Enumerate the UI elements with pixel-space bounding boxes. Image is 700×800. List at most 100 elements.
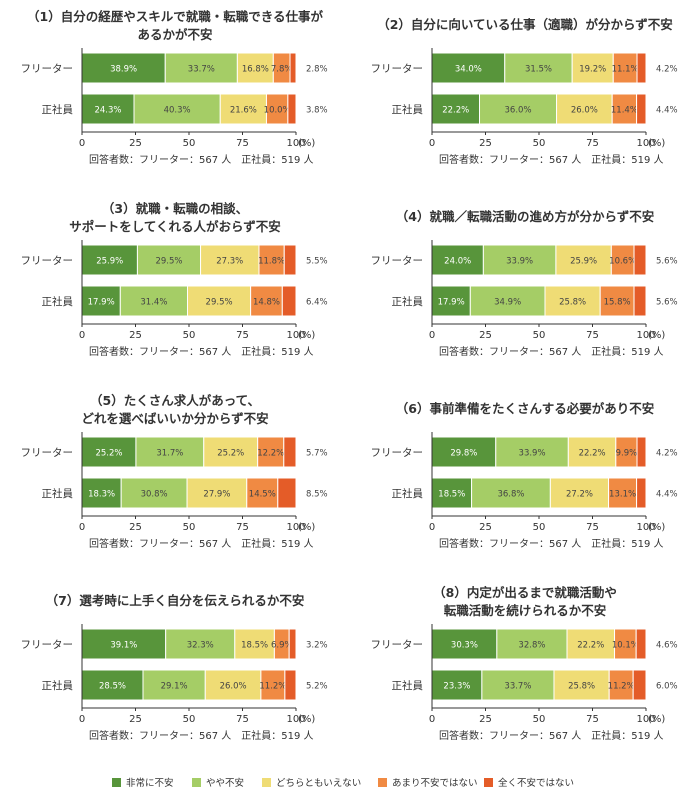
bar-segment <box>81 52 166 84</box>
x-axis-unit: (%) <box>298 522 315 533</box>
data-label: 5.5% <box>306 257 328 267</box>
legend-label: 非常に不安 <box>126 777 174 789</box>
chart-title-line: （1）自分の経歴やスキルで就職・転職できる仕事が <box>27 9 323 24</box>
data-label: 8.5% <box>306 490 328 500</box>
x-tick-label: 100 <box>286 330 305 341</box>
x-tick-label: 50 <box>533 522 546 533</box>
x-axis-unit: (%) <box>648 330 665 341</box>
data-label: 29.5% <box>206 298 233 308</box>
legend-label: どちらともいえない <box>276 778 361 789</box>
chart-title-line: （3）就職・転職の相談、 <box>102 201 248 216</box>
data-label: 26.0% <box>571 106 598 116</box>
x-tick-label: 50 <box>533 714 546 725</box>
legend-swatch <box>484 778 493 787</box>
x-tick-label: 75 <box>236 714 249 725</box>
x-tick-label: 25 <box>129 714 142 725</box>
bar-segment <box>186 477 248 509</box>
x-axis-unit: (%) <box>298 714 315 725</box>
bar-segment <box>556 93 613 125</box>
data-label: 38.9% <box>110 65 137 75</box>
data-label: 29.1% <box>161 682 188 692</box>
bar-segment <box>120 477 188 509</box>
chart-title-line: あるかが不安 <box>137 27 212 42</box>
data-label: 25.8% <box>568 682 595 692</box>
bar-segment <box>246 477 279 509</box>
chart-title-line: （4）就職／転職活動の進め方が分からず不安 <box>396 209 654 224</box>
chart-title-line: サポートをしてくれる人がおらず不安 <box>69 219 281 234</box>
bar-segment <box>496 628 568 660</box>
x-tick-label: 50 <box>183 714 196 725</box>
bar-segment <box>566 628 616 660</box>
bar-segment <box>636 52 647 84</box>
x-tick-label: 0 <box>429 330 435 341</box>
data-label: 34.9% <box>494 298 521 308</box>
category-label: 正社員 <box>42 679 74 692</box>
data-label: 5.6% <box>656 257 678 267</box>
data-label: 6.4% <box>306 298 328 308</box>
bar-segment <box>142 669 206 701</box>
data-label: 4.2% <box>656 449 678 459</box>
respondents-note: 回答者数：フリーター：567 人 正社員：519 人 <box>439 153 664 166</box>
bar-segment <box>544 285 601 317</box>
data-label: 2.8% <box>306 65 328 75</box>
category-label: フリーター <box>21 63 74 75</box>
bar-segment <box>495 436 569 468</box>
bar-segment <box>431 52 506 84</box>
data-label: 30.3% <box>451 641 478 651</box>
x-tick-label: 75 <box>586 714 599 725</box>
respondents-note: 回答者数：フリーター：567 人 正社員：519 人 <box>439 537 664 550</box>
x-tick-label: 25 <box>129 330 142 341</box>
category-label: 正社員 <box>42 295 74 308</box>
legend-swatch <box>192 778 201 787</box>
data-label: 27.2% <box>566 490 593 500</box>
data-label: 28.5% <box>99 682 126 692</box>
chart-title-line: 転職活動を続けられるか不安 <box>444 603 607 618</box>
respondents-note: 回答者数：フリーター：567 人 正社員：519 人 <box>89 345 314 358</box>
bar-segment <box>287 93 297 125</box>
data-label: 5.6% <box>656 298 678 308</box>
bar-segment <box>283 244 297 276</box>
data-label: 10.6% <box>609 257 636 267</box>
category-label: フリーター <box>371 255 424 267</box>
x-tick-label: 25 <box>129 522 142 533</box>
bar-segment <box>555 244 612 276</box>
data-label: 11.8% <box>258 257 285 267</box>
data-label: 33.9% <box>506 257 533 267</box>
data-label: 9.9% <box>616 449 638 459</box>
bar-segment <box>481 669 555 701</box>
data-label: 25.9% <box>570 257 597 267</box>
category-label: 正社員 <box>42 487 74 500</box>
x-tick-label: 0 <box>79 138 85 149</box>
bar-segment <box>257 436 285 468</box>
x-tick-label: 0 <box>429 714 435 725</box>
x-tick-label: 50 <box>533 330 546 341</box>
data-label: 3.2% <box>306 641 328 651</box>
data-label: 25.2% <box>217 449 244 459</box>
chart-title-line: （5）たくさん求人があって、 <box>90 393 260 408</box>
x-tick-label: 75 <box>236 522 249 533</box>
data-label: 25.8% <box>559 298 586 308</box>
x-tick-label: 25 <box>129 138 142 149</box>
chart-title-line: （8）内定が出るまで就職活動や <box>433 585 617 600</box>
data-label: 18.5% <box>438 490 465 500</box>
data-label: 25.2% <box>95 449 122 459</box>
x-tick-label: 75 <box>586 522 599 533</box>
bar-segment <box>119 285 189 317</box>
data-label: 29.5% <box>155 257 182 267</box>
bar-segment <box>288 628 297 660</box>
bar-segment <box>636 477 647 509</box>
legend-label: やや不安 <box>206 777 244 789</box>
data-label: 32.3% <box>187 641 214 651</box>
data-label: 31.5% <box>525 65 552 75</box>
x-tick-label: 100 <box>286 714 305 725</box>
data-label: 36.0% <box>505 106 532 116</box>
data-label: 26.0% <box>220 682 247 692</box>
chart-title-line: （7）選考時に上手く自分を伝えられるか不安 <box>46 593 305 608</box>
bar-segment <box>250 285 283 317</box>
bar-segment <box>431 285 471 317</box>
chart-title-line: （2）自分に向いている仕事（適職）が分からず不安 <box>377 17 673 32</box>
data-label: 11.4% <box>611 106 638 116</box>
data-label: 10.0% <box>264 106 291 116</box>
